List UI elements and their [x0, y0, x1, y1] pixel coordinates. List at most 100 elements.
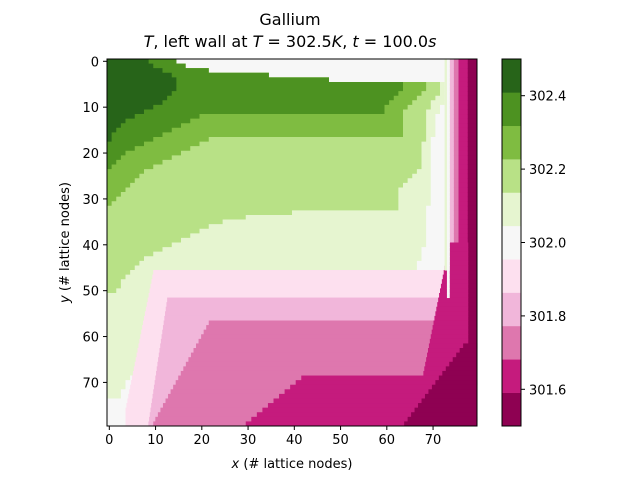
x-tick-label: 0 — [105, 433, 113, 448]
contour-band-301.5-wall — [467, 132, 478, 138]
contour-band-301.6 — [245, 421, 432, 427]
contour-band-301.5-wall — [467, 68, 478, 74]
contour-band-301.8-wall — [449, 196, 455, 202]
y-tick-label: 60 — [82, 331, 99, 346]
contour-band-301.5-corner — [445, 366, 478, 372]
contour-band-301.7-wall — [453, 109, 460, 115]
contour-band-301.5-corner — [421, 398, 478, 404]
contour-band-301.6-wall — [458, 219, 469, 225]
contour-band-301.5-wall — [467, 233, 478, 239]
colorbar-segment — [502, 292, 521, 327]
contour-band-301.8-wall — [449, 228, 455, 234]
contour-band-301.7-wall — [453, 136, 460, 143]
contour-band-301.6-corner — [426, 357, 469, 363]
contour-band-301.7-wall — [453, 219, 460, 225]
contour-band-301.6-wall — [458, 201, 469, 207]
contour-band-301.7-wall — [453, 114, 460, 120]
contour-band-301.5-wall — [467, 182, 478, 188]
contour-band-301.9-wall — [446, 224, 450, 230]
contour-band-301.6-wall — [458, 173, 469, 179]
contour-band-301.5-wall — [467, 178, 478, 184]
contour-band-301.8-wall — [449, 118, 455, 124]
y-tick-label: 0 — [91, 55, 99, 70]
contour-band-301.8-wall — [449, 237, 455, 243]
colorbar-segment — [502, 325, 521, 360]
contour-band-301.5-corner — [438, 375, 478, 381]
contour-band-301.9-wall — [446, 201, 450, 207]
contour-band-301.5-wall — [467, 95, 478, 101]
contour-band-301.9-wall — [446, 260, 450, 266]
contour-band-301.9-wall — [446, 192, 450, 198]
contour-band-301.7-wall — [453, 68, 460, 74]
contour-band-301.9-wall — [446, 63, 450, 69]
contour-band-301.8-wall — [449, 123, 455, 129]
contour-band-301.8 — [164, 315, 441, 321]
contour-band-301.7 — [183, 366, 436, 372]
contour-band-302.3 — [107, 59, 403, 170]
contour-band-301.6-wall — [458, 118, 469, 124]
contour-band-301.7-wall — [453, 187, 460, 193]
contour-band-301.6-wall — [458, 237, 469, 243]
contour-band-301.7-wall — [453, 155, 460, 161]
contour-band-301.5-wall — [467, 224, 478, 230]
contour-band-301.9-wall — [446, 68, 450, 74]
colorbar-segment — [502, 192, 521, 227]
contour-band-301.5-wall — [467, 260, 478, 266]
contour-band-301.9 — [153, 270, 446, 276]
contour-band-301.6 — [262, 407, 432, 413]
contour-band-301.6 — [290, 384, 432, 390]
contour-band-301.7-wall — [453, 81, 460, 88]
contour-band-301.6-corner — [448, 247, 469, 253]
contour-band-301.8-wall — [449, 214, 455, 221]
contour-band-301.9-wall — [446, 178, 450, 184]
y-axis-label: y (# lattice nodes) — [58, 182, 73, 304]
contour-band-301.9 — [148, 292, 446, 299]
colorbar-segment — [502, 92, 521, 127]
contour-band-301.8-wall — [449, 233, 455, 239]
colorbar-segment — [502, 392, 521, 427]
colorbar-segment — [502, 359, 521, 393]
contour-band-301.5-wall — [467, 338, 478, 344]
x-tick-label: 10 — [147, 433, 164, 448]
contour-band-301.9-wall — [446, 247, 450, 253]
contour-band-301.9-wall — [446, 164, 450, 170]
contour-band-301.9-wall — [446, 196, 450, 202]
contour-band-301.5-wall — [467, 81, 478, 88]
contour-band-301.5-corner — [463, 343, 478, 349]
contour-band-301.9-wall — [446, 242, 450, 248]
contour-band-301.6-corner — [428, 343, 469, 349]
colorbar-tick-label: 302.4 — [529, 90, 566, 105]
contour-band-301.5-wall — [467, 159, 478, 166]
contour-band-301.5-wall — [467, 247, 478, 253]
contour-band-301.8-wall — [449, 72, 455, 78]
contour-band-301.8-wall — [449, 141, 455, 147]
y-tick-label: 50 — [82, 285, 99, 300]
contour-band-301.6-wall — [458, 63, 469, 69]
contour-band-301.9-wall — [446, 95, 450, 101]
contour-band-301.8-wall — [449, 187, 455, 193]
contour-band-301.8-wall — [449, 169, 455, 175]
contour-band-301.5-wall — [467, 256, 478, 262]
contour-band-301.5-wall — [467, 192, 478, 198]
contour-band-301.6-wall — [458, 141, 469, 147]
contour-band-301.9-wall — [446, 205, 450, 211]
contour-band-301.5-wall — [467, 123, 478, 129]
contour-band-301.9-wall — [446, 173, 450, 179]
contour-band-301.8-wall — [449, 109, 455, 115]
contour-band-301.7-wall — [453, 127, 460, 133]
contour-band-301.9-wall — [446, 109, 450, 115]
chart-subtitle: T, left wall at T = 302.5K, t = 100.0s — [143, 32, 437, 51]
contour-band-301.6-corner — [430, 334, 469, 340]
contour-band-301.6-wall — [458, 127, 469, 133]
contour-band-301.9-wall — [446, 91, 450, 97]
contour-band-301.6-wall — [458, 150, 469, 156]
contour-band-301.9-wall — [446, 77, 450, 83]
contour-band-301.5-corner — [428, 389, 478, 395]
contour-band-301.6-wall — [458, 95, 469, 101]
contour-band-301.5-corner — [435, 380, 478, 386]
x-axis-label: x (# lattice nodes) — [231, 457, 353, 472]
contour-band-301.8 — [165, 306, 441, 312]
contour-band-301.9-wall — [446, 72, 450, 78]
contour-band-301.6-wall — [458, 132, 469, 138]
